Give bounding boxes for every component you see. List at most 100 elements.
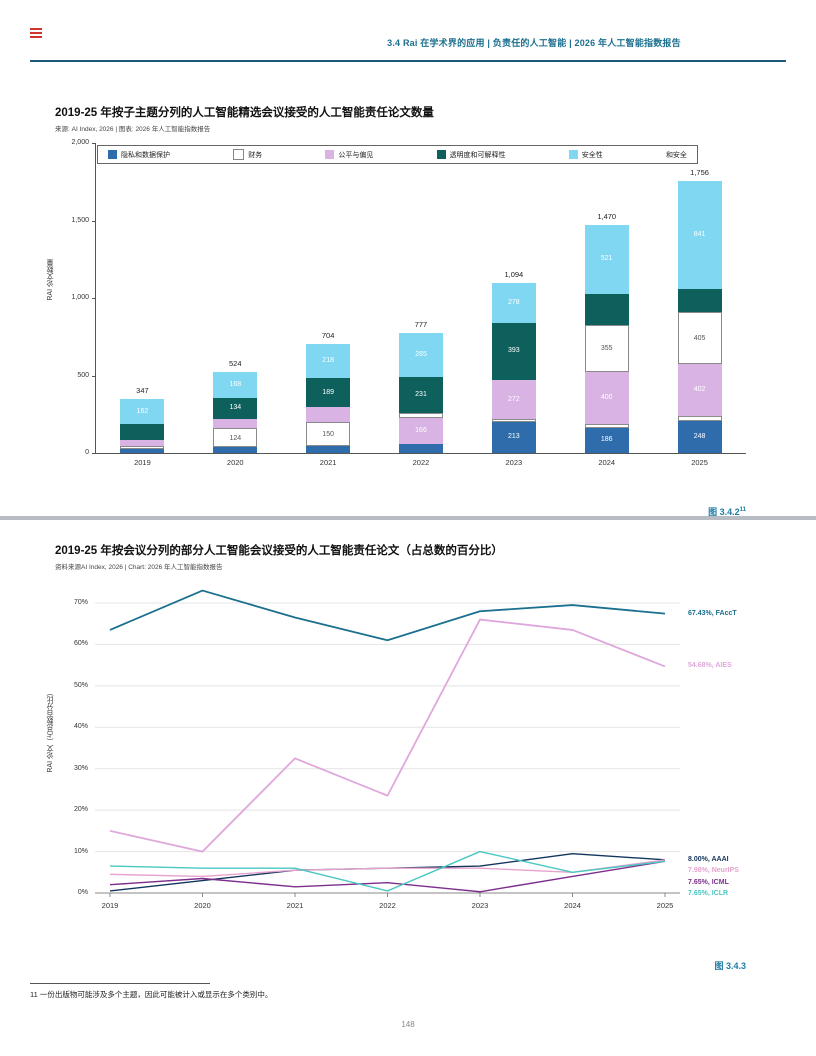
chart2-source: 资料来源AI Index, 2026 | Chart: 2026 年人工智能指数…: [55, 564, 223, 571]
series-end-label: 67.43%, FAccT: [688, 609, 737, 617]
legend-label: 和安全: [665, 151, 687, 159]
line-chart: RAI 论文（占总数百分比） 0% 10% 20% 30% 40% 50% 60% 70% 20…: [30, 579, 786, 945]
legend-swatch: [108, 150, 117, 159]
x-tick-label: 2023: [471, 901, 489, 910]
y-tick-label: 50%: [73, 681, 88, 689]
bar-2020: 124 134 168: [213, 371, 258, 453]
figure-3-4-2-caption-text: 图 3.4.2: [708, 507, 740, 517]
y-tick-label: 2,000: [71, 139, 89, 146]
y-tick-label: 10%: [73, 847, 88, 855]
x-tick-label: 2024: [564, 901, 581, 910]
figure-3-4-2-section: 2019-25 年按子主题分列的人工智能精选会议接受的人工智能责任论文数量 来源…: [30, 98, 786, 518]
y-tick-mark: [92, 220, 96, 222]
footnote: 11 一份出版物可能涉及多个主题，因此可能被计入或显示在多个类别中。: [30, 989, 272, 1000]
bar-segment-label: 521: [584, 225, 629, 295]
series-line-ICLR: [109, 850, 666, 892]
bar-segment-label: 841: [677, 180, 722, 290]
figure-3-4-3-label: 图 3.4.3: [30, 959, 746, 972]
x-tick-label: 2020: [226, 458, 244, 467]
chart1-y-axis-label: RAI 论文数量: [47, 259, 54, 301]
page-header: 3.4 Rai 在学术界的应用 | 负责任的人工智能 | 2026 年人工智能指…: [387, 38, 681, 48]
bar-segment-label: 150: [306, 422, 351, 446]
bar-segment: [677, 289, 722, 313]
bar-segment-label: 393: [491, 323, 536, 380]
bar-segment-label: 186: [584, 428, 629, 453]
bar-total-label: 1,094: [504, 270, 524, 280]
bar-segment: [120, 446, 165, 450]
y-tick-label: 40%: [73, 723, 88, 731]
bar-segment: [120, 440, 165, 447]
y-tick-label: 1,500: [71, 216, 89, 224]
series-line-AIES: [109, 618, 666, 853]
bar-total-label: 1,756: [690, 167, 709, 177]
bar-segment: [584, 424, 629, 429]
bar-segment-label: 400: [584, 371, 629, 425]
legend-label: 隐私和数据保护: [121, 151, 170, 159]
legend-item: 和安全: [666, 150, 687, 160]
chart2-title: 2019-25 年按会议分列的部分人工智能会议接受的人工智能责任论文（占总数的百…: [55, 545, 503, 557]
bar-segment-label: 168: [213, 371, 258, 398]
bar-segment: [677, 415, 722, 422]
chart1-title: 2019-25 年按子主题分列的人工智能精选会议接受的人工智能责任论文数量: [55, 107, 434, 119]
bar-segment-label: 218: [306, 343, 351, 378]
section-divider: [0, 516, 816, 520]
bar-segment: [584, 294, 629, 325]
x-tick-label: 2021: [286, 901, 304, 910]
x-tick-label: 2025: [691, 458, 708, 467]
x-tick-label: 2020: [194, 901, 211, 910]
bar-segment-label: 278: [491, 283, 536, 324]
legend-item: 安全性: [568, 150, 603, 160]
bar-segment-label: 189: [306, 377, 351, 407]
y-tick-mark: [92, 143, 96, 144]
legend-label: 财务: [248, 151, 263, 159]
y-tick-mark: [92, 453, 96, 454]
legend-label: 公平与偏见: [338, 151, 374, 159]
footnote-number: 11: [30, 990, 38, 999]
bar-segment: [306, 406, 351, 423]
stacked-bar-chart: RAI 论文数量 隐私和数据保护 财务 公平与偏见 透明度和可解释性 安全性 和安全 0 5…: [30, 139, 786, 491]
bar-2019: 162: [120, 399, 165, 453]
x-tick-label: 2024: [598, 458, 616, 467]
bar-total-label: 704: [321, 330, 335, 340]
bar-2024: 186 400 355 521: [584, 225, 629, 453]
bar-segment: [306, 445, 351, 453]
series-end-label: 8.00%, AAAI: [688, 855, 729, 863]
bar-segment: [120, 449, 165, 453]
page-number: 148: [401, 1020, 415, 1029]
legend-swatch: [325, 150, 335, 159]
y-tick-label: 0: [85, 449, 89, 456]
legend-item: 财务: [233, 149, 262, 160]
line-chart-svg: [95, 589, 680, 897]
bar-total-label: 347: [136, 386, 149, 396]
footnote-text: 一份出版物可能涉及多个主题，因此可能被计入或显示在多个类别中。: [39, 990, 273, 999]
bar-segment-label: 355: [584, 324, 629, 372]
series-end-label: 7.98%, NeurIPS: [688, 867, 739, 875]
series-line-ICML: [109, 860, 666, 893]
chart1-plot-area: 0 500 1,000 1,500 2,000 162 347 2019 124 134 168 52…: [71, 139, 746, 467]
header-rule: [30, 60, 786, 62]
x-tick-label: 2022: [379, 901, 396, 910]
bar-segment-label: 124: [213, 427, 258, 447]
figure-3-4-2-footnote-marker: 11: [739, 507, 746, 513]
bar-segment: [491, 418, 536, 423]
bar-segment-label: 231: [399, 376, 443, 413]
logo-mark: [30, 28, 42, 40]
legend-item: 隐私和数据保护: [108, 150, 170, 160]
bar-segment: [120, 424, 165, 441]
bar-2025: 248 402 405 841: [677, 180, 722, 453]
figure-3-4-3-caption-text: 图 3.4.3: [714, 961, 746, 971]
y-tick-label: 70%: [73, 599, 88, 606]
chart2-y-axis-label: RAI 论文（占总数百分比）: [47, 689, 54, 773]
legend-swatch: [568, 150, 578, 159]
y-tick-label: 60%: [73, 640, 88, 648]
y-tick-label: 1,000: [71, 294, 89, 301]
series-end-label: 7.65%, ICML: [688, 878, 729, 886]
bar-total-label: 524: [229, 358, 242, 368]
x-tick-label: 2023: [505, 458, 523, 467]
legend-swatch: [233, 149, 245, 160]
y-tick-label: 20%: [73, 806, 88, 814]
x-tick-label: 2021: [319, 458, 337, 467]
figure-3-4-2-label: 图 3.4.211: [30, 505, 746, 518]
bar-segment-label: 134: [213, 397, 258, 419]
bar-2023: 213 272 393 278: [491, 283, 536, 453]
